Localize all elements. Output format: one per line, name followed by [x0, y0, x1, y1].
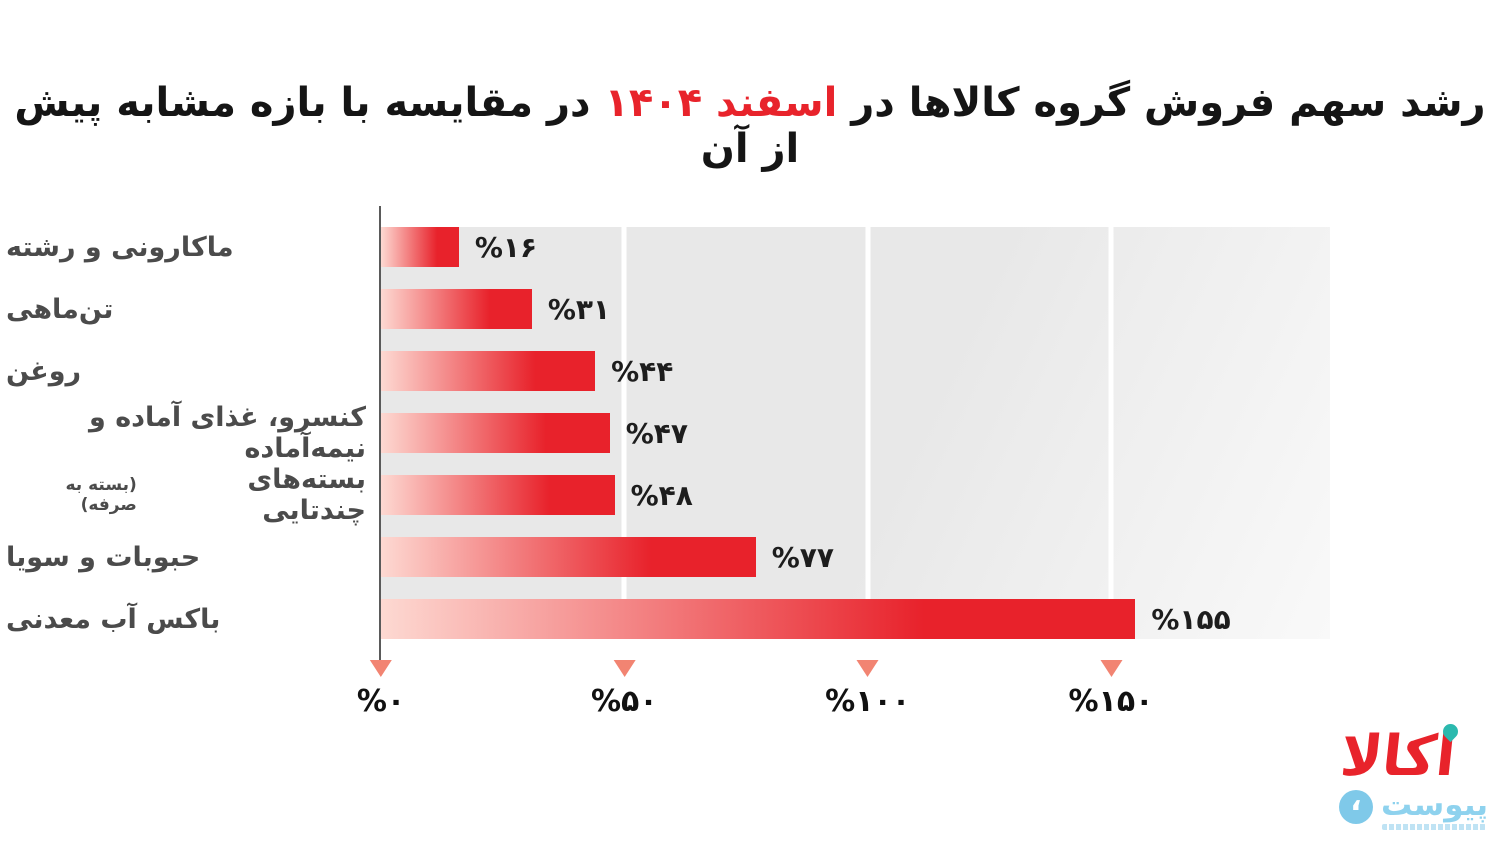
bar-tuna: [381, 289, 532, 329]
tick-label-100: %۱۰۰: [825, 684, 911, 719]
gridline-50: [621, 227, 627, 639]
bar-multipack: [381, 475, 615, 515]
tick-0: %۰: [357, 660, 405, 719]
bar-value-legumes: %۷۷: [771, 540, 834, 574]
tick-label-150: %۱۵۰: [1068, 684, 1154, 719]
bar-value-oil: %۴۴: [611, 354, 674, 388]
bar-row-waterbox: %۱۵۵: [381, 599, 1330, 639]
chart-title-part2: در مقایسه با بازه مشابه پیش از آن: [14, 80, 800, 172]
chart-title: رشد سهم فروش گروه کالاها در اسفند ۱۴۰۴ د…: [0, 80, 1500, 172]
category-label-canned: کنسرو، غذای آماده و نیمه‌آماده: [89, 402, 366, 464]
payvast-logo: پیوست: [1380, 786, 1488, 823]
tick-label-50: %۵۰: [590, 684, 658, 719]
tick-marker-icon: [370, 660, 392, 677]
chart-title-part1: رشد سهم فروش گروه کالاها در: [837, 80, 1486, 126]
bar-canned: [381, 413, 610, 453]
category-label-multipack-main: بسته‌های چندتایی: [247, 464, 366, 526]
okala-logo: اکالا: [1337, 724, 1459, 789]
category-label-legumes: حبوبات و سویا: [6, 541, 201, 573]
bar-value-macaroni: %۱۶: [474, 230, 538, 264]
payvast-tagline: [1382, 823, 1487, 830]
category-label-multipack: بسته‌های چندتایی (بسته به صرفه): [0, 464, 366, 526]
category-label-tuna: تن‌ماهی: [6, 293, 114, 325]
payvast-row: ، پیوست: [1316, 785, 1488, 830]
bar-legumes: [381, 537, 756, 577]
bar-value-tuna: %۳۱: [547, 292, 611, 326]
bar-waterbox: [381, 599, 1136, 639]
tick-marker-icon: [613, 660, 636, 677]
payvast-stack: پیوست: [1380, 786, 1488, 830]
tick-marker-icon: [856, 660, 879, 677]
bar-row-oil: %۴۴: [381, 351, 1330, 391]
bar-row-legumes: %۷۷: [381, 537, 1330, 577]
category-label-multipack-note: (بسته به صرفه): [65, 475, 137, 515]
plot-area: %۱۶ %۳۱ %۴۴ %۴۷ %۴۸ %۷۷ %۱۵۵: [381, 227, 1330, 639]
chart-title-highlight: اسفند ۱۴۰۴: [604, 80, 838, 126]
bar-value-multipack: %۴۸: [630, 478, 693, 512]
bar-row-macaroni: %۱۶: [381, 227, 1330, 267]
tick-150: %۱۵۰: [1069, 660, 1154, 719]
category-label-oil: روغن: [6, 355, 82, 387]
bar-row-multipack: %۴۸: [381, 475, 1330, 515]
bar-row-tuna: %۳۱: [381, 289, 1330, 329]
logo-block: اکالا ، پیوست: [1316, 720, 1488, 830]
category-label-waterbox: باکس آب معدنی: [6, 603, 221, 635]
tick-marker-icon: [1100, 660, 1122, 677]
tick-50: %۵۰: [591, 660, 658, 719]
bar-value-canned: %۴۷: [625, 416, 688, 450]
bar-value-waterbox: %۱۵۵: [1151, 602, 1231, 636]
tick-label-0: %۰: [356, 684, 406, 719]
bar-macaroni: [381, 227, 459, 267]
bar-oil: [381, 351, 596, 391]
value-axis-ticks: %۰ %۵۰ %۱۰۰ %۱۵۰: [357, 227, 1330, 719]
bar-row-canned: %۴۷: [381, 413, 1330, 453]
payvast-swoosh-icon: ،: [1338, 785, 1373, 824]
gridline-150: [1108, 227, 1114, 639]
tick-100: %۱۰۰: [825, 660, 910, 719]
category-label-macaroni: ماکارونی و رشته: [6, 231, 234, 263]
value-axis-line: [379, 206, 381, 664]
gridline-100: [865, 227, 871, 639]
